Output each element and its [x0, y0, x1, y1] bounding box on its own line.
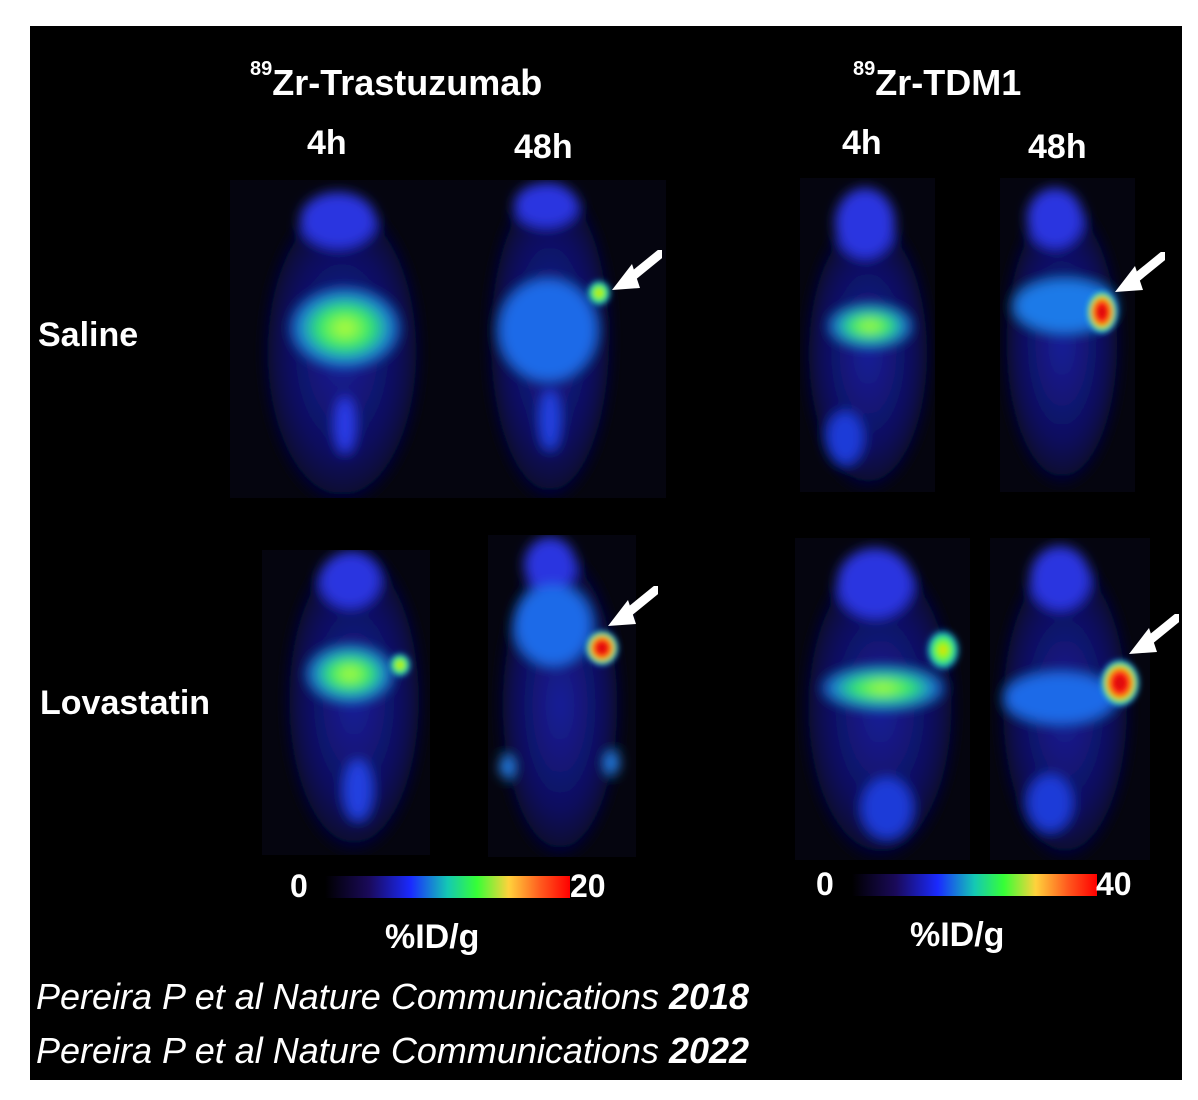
row-label-lovastatin: Lovastatin	[40, 684, 211, 722]
citation-year: 2018	[668, 976, 750, 1017]
citation-year: 2022	[668, 1030, 750, 1071]
pet-scan-trastuzumab-4h-lovastatin	[262, 550, 430, 855]
citation-2018: Pereira P et al Nature Communications 20…	[36, 976, 749, 1018]
header-tdm1-name: Zr-TDM1	[875, 62, 1022, 103]
tumor-arrow-icon	[1129, 614, 1179, 654]
colorbar-left-unit: %ID/g	[385, 918, 480, 956]
time-label-48h-trastuzumab: 48h	[514, 128, 573, 166]
time-label-4h-tdm1: 4h	[842, 124, 882, 162]
pet-scan-trastuzumab-48h-lovastatin	[488, 535, 636, 857]
pet-scan-tdm1-48h-saline	[1000, 178, 1135, 492]
header-trastuzumab: 89Zr-Trastuzumab	[250, 58, 543, 104]
colorbar-left-max: 20	[570, 868, 606, 904]
colorbar-left-min: 0	[290, 868, 308, 904]
pet-scan-tdm1-4h-lovastatin	[795, 538, 970, 860]
citation-text: Pereira P et al Nature Communications	[36, 1030, 669, 1071]
pet-scan-tdm1-4h-saline	[800, 178, 935, 492]
tumor-arrow-icon	[612, 250, 662, 290]
colorbar-right-unit: %ID/g	[910, 916, 1005, 954]
tumor-arrow-icon	[608, 586, 658, 626]
time-label-4h-trastuzumab: 4h	[307, 124, 347, 162]
row-label-saline: Saline	[38, 316, 139, 354]
header-tdm1: 89Zr-TDM1	[853, 58, 1022, 104]
citation-text: Pereira P et al Nature Communications	[36, 976, 669, 1017]
pet-scan-trastuzumab-48h-saline	[448, 180, 666, 498]
isotope-superscript: 89	[853, 58, 876, 80]
pet-scan-tdm1-48h-lovastatin	[990, 538, 1150, 860]
colorbar-right-min: 0	[816, 866, 834, 902]
tumor-arrow-icon	[1115, 252, 1165, 292]
colorbar-right-max: 40	[1096, 866, 1132, 902]
isotope-superscript: 89	[250, 58, 273, 80]
time-label-48h-tdm1: 48h	[1028, 128, 1087, 166]
pet-scan-trastuzumab-4h-saline	[230, 180, 450, 498]
colorbar-left	[325, 876, 570, 898]
colorbar-right	[852, 874, 1097, 896]
citation-2022: Pereira P et al Nature Communications 20…	[36, 1030, 749, 1072]
header-trastuzumab-name: Zr-Trastuzumab	[272, 62, 543, 103]
